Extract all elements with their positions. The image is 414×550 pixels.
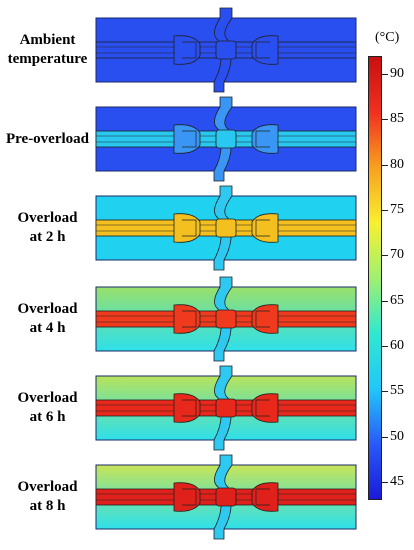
connector-left (173, 482, 201, 512)
connector-left (173, 304, 201, 334)
connector-right (251, 213, 279, 243)
simulation-panel (95, 7, 357, 93)
connector-right (251, 393, 279, 423)
colorbar-tick (382, 210, 388, 211)
center-block (215, 218, 237, 238)
colorbar-tick-label: 70 (390, 247, 404, 262)
row-label: Overload at 8 h (0, 478, 95, 516)
cable-joint-cross-section (95, 7, 357, 93)
colorbar-tick (382, 482, 388, 483)
colorbar-tick (382, 346, 388, 347)
colorbar-tick-label: 60 (390, 338, 404, 353)
cable-joint-cross-section (95, 185, 357, 271)
row-label: Ambient temperature (0, 31, 95, 69)
connector-right (251, 35, 279, 65)
cable-joint-cross-section (95, 276, 357, 362)
row-label-line: temperature (7, 51, 88, 67)
colorbar-unit: (°C) (375, 30, 400, 45)
row-label-line: Pre-overload (5, 130, 90, 147)
colorbar-tick-label: 55 (390, 383, 404, 398)
simulation-panel (95, 365, 357, 451)
row-label-line: at 4 h (29, 320, 66, 336)
colorbar-tick-label: 75 (390, 202, 404, 217)
connector-left (173, 213, 201, 243)
colorbar-tick (382, 74, 388, 75)
connector-left (173, 393, 201, 423)
row-label-line: Overload (17, 301, 78, 317)
cable-joint-cross-section (95, 365, 357, 451)
colorbar-tick-label: 45 (390, 474, 404, 489)
connector-right (251, 304, 279, 334)
row-label-line: Overload (17, 390, 78, 406)
simulation-panel (95, 96, 357, 182)
row-label: Pre-overload (0, 130, 95, 149)
colorbar-tick-label: 85 (390, 111, 404, 126)
simulation-panel (95, 276, 357, 362)
center-block (215, 398, 237, 418)
colorbar-tick (382, 437, 388, 438)
center-block (215, 40, 237, 60)
simulation-panel (95, 185, 357, 271)
row-label-line: at 8 h (29, 498, 66, 514)
connector-left (173, 35, 201, 65)
center-block (215, 487, 237, 507)
colorbar-tick (382, 165, 388, 166)
colorbar-tick-label: 90 (390, 66, 404, 81)
center-block (215, 129, 237, 149)
row-label-line: Ambient (19, 32, 76, 48)
simulation-panel (95, 454, 357, 540)
cable-joint-cross-section (95, 96, 357, 182)
row-label: Overload at 2 h (0, 209, 95, 247)
colorbar-tick-label: 50 (390, 429, 404, 444)
center-block (215, 309, 237, 329)
colorbar-tick (382, 301, 388, 302)
colorbar-tick (382, 391, 388, 392)
row-label: Overload at 6 h (0, 389, 95, 427)
row-label-line: Overload (17, 210, 78, 226)
colorbar-tick (382, 255, 388, 256)
connector-right (251, 482, 279, 512)
row-label: Overload at 4 h (0, 300, 95, 338)
row-label-line: Overload (17, 479, 78, 495)
colorbar-tick-label: 65 (390, 293, 404, 308)
connector-left (173, 124, 201, 154)
colorbar-tick (382, 119, 388, 120)
connector-right (251, 124, 279, 154)
row-label-line: at 2 h (29, 229, 66, 245)
cable-joint-cross-section (95, 454, 357, 540)
colorbar-tick-label: 80 (390, 157, 404, 172)
row-label-line: at 6 h (29, 409, 66, 425)
temperature-colorbar (368, 56, 382, 500)
